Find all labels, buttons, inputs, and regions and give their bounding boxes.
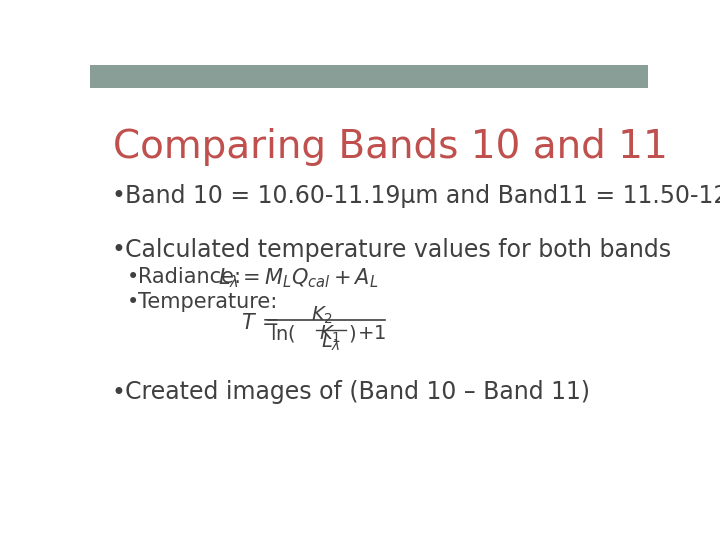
Text: •: •: [127, 267, 140, 287]
Text: Radiance:: Radiance:: [138, 267, 241, 287]
Text: $L_\lambda$: $L_\lambda$: [321, 331, 341, 353]
Text: $\mathrm{ln(}$: $\mathrm{ln(}$: [270, 323, 296, 344]
Text: •: •: [112, 238, 125, 262]
Text: Comparing Bands 10 and 11: Comparing Bands 10 and 11: [113, 128, 668, 166]
Text: Temperature:: Temperature:: [138, 292, 277, 312]
Text: Band 10 = 10.60-11.19μm and Band11 = 11.50-12.51μm: Band 10 = 10.60-11.19μm and Band11 = 11.…: [125, 184, 720, 208]
Text: •: •: [127, 292, 140, 312]
Text: $\mathrm{)}$: $\mathrm{)}$: [348, 323, 356, 344]
Bar: [90, 65, 648, 88]
Text: Calculated temperature values for both bands: Calculated temperature values for both b…: [125, 238, 671, 262]
Text: $L_\lambda = M_L Q_{cal} + A_L$: $L_\lambda = M_L Q_{cal} + A_L$: [218, 267, 379, 290]
Text: $+1$: $+1$: [357, 323, 387, 342]
Text: Created images of (Band 10 – Band 11): Created images of (Band 10 – Band 11): [125, 381, 590, 404]
Text: •: •: [112, 184, 125, 208]
Text: $T\, =$: $T\, =$: [241, 313, 279, 333]
Text: $K_2$: $K_2$: [311, 305, 333, 326]
Text: •: •: [112, 381, 125, 404]
Text: $K_1$: $K_1$: [319, 323, 341, 345]
